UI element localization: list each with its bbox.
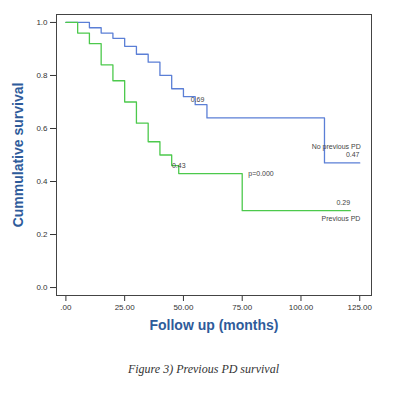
- svg-text:50.00: 50.00: [173, 303, 194, 312]
- svg-text:0.6: 0.6: [36, 124, 48, 133]
- svg-text:100.00: 100.00: [289, 303, 314, 312]
- svg-text:No previous PD: No previous PD: [312, 143, 361, 151]
- svg-text:125.00: 125.00: [348, 303, 373, 312]
- svg-text:0.47: 0.47: [346, 151, 360, 158]
- svg-text:Cummulative survival: Cummulative survival: [10, 83, 26, 228]
- svg-text:0.29: 0.29: [336, 199, 350, 206]
- svg-text:1.0: 1.0: [36, 18, 48, 27]
- svg-text:0.2: 0.2: [36, 230, 48, 239]
- svg-text:0.8: 0.8: [36, 71, 48, 80]
- svg-text:0.0: 0.0: [36, 283, 48, 292]
- svg-text:Follow up (months): Follow up (months): [149, 317, 278, 333]
- svg-text:25.00: 25.00: [115, 303, 136, 312]
- svg-text:0.43: 0.43: [172, 162, 186, 169]
- svg-text:75.00: 75.00: [232, 303, 253, 312]
- html-text:Figure 3) Previous PD survival: Figure 3) Previous PD survival: [128, 362, 279, 376]
- svg-text:p=0.000: p=0.000: [248, 170, 274, 178]
- svg-text:0.4: 0.4: [36, 177, 48, 186]
- svg-text:0.69: 0.69: [191, 96, 205, 103]
- svg-text:.00: .00: [60, 303, 72, 312]
- svg-text:Previous PD: Previous PD: [321, 215, 360, 222]
